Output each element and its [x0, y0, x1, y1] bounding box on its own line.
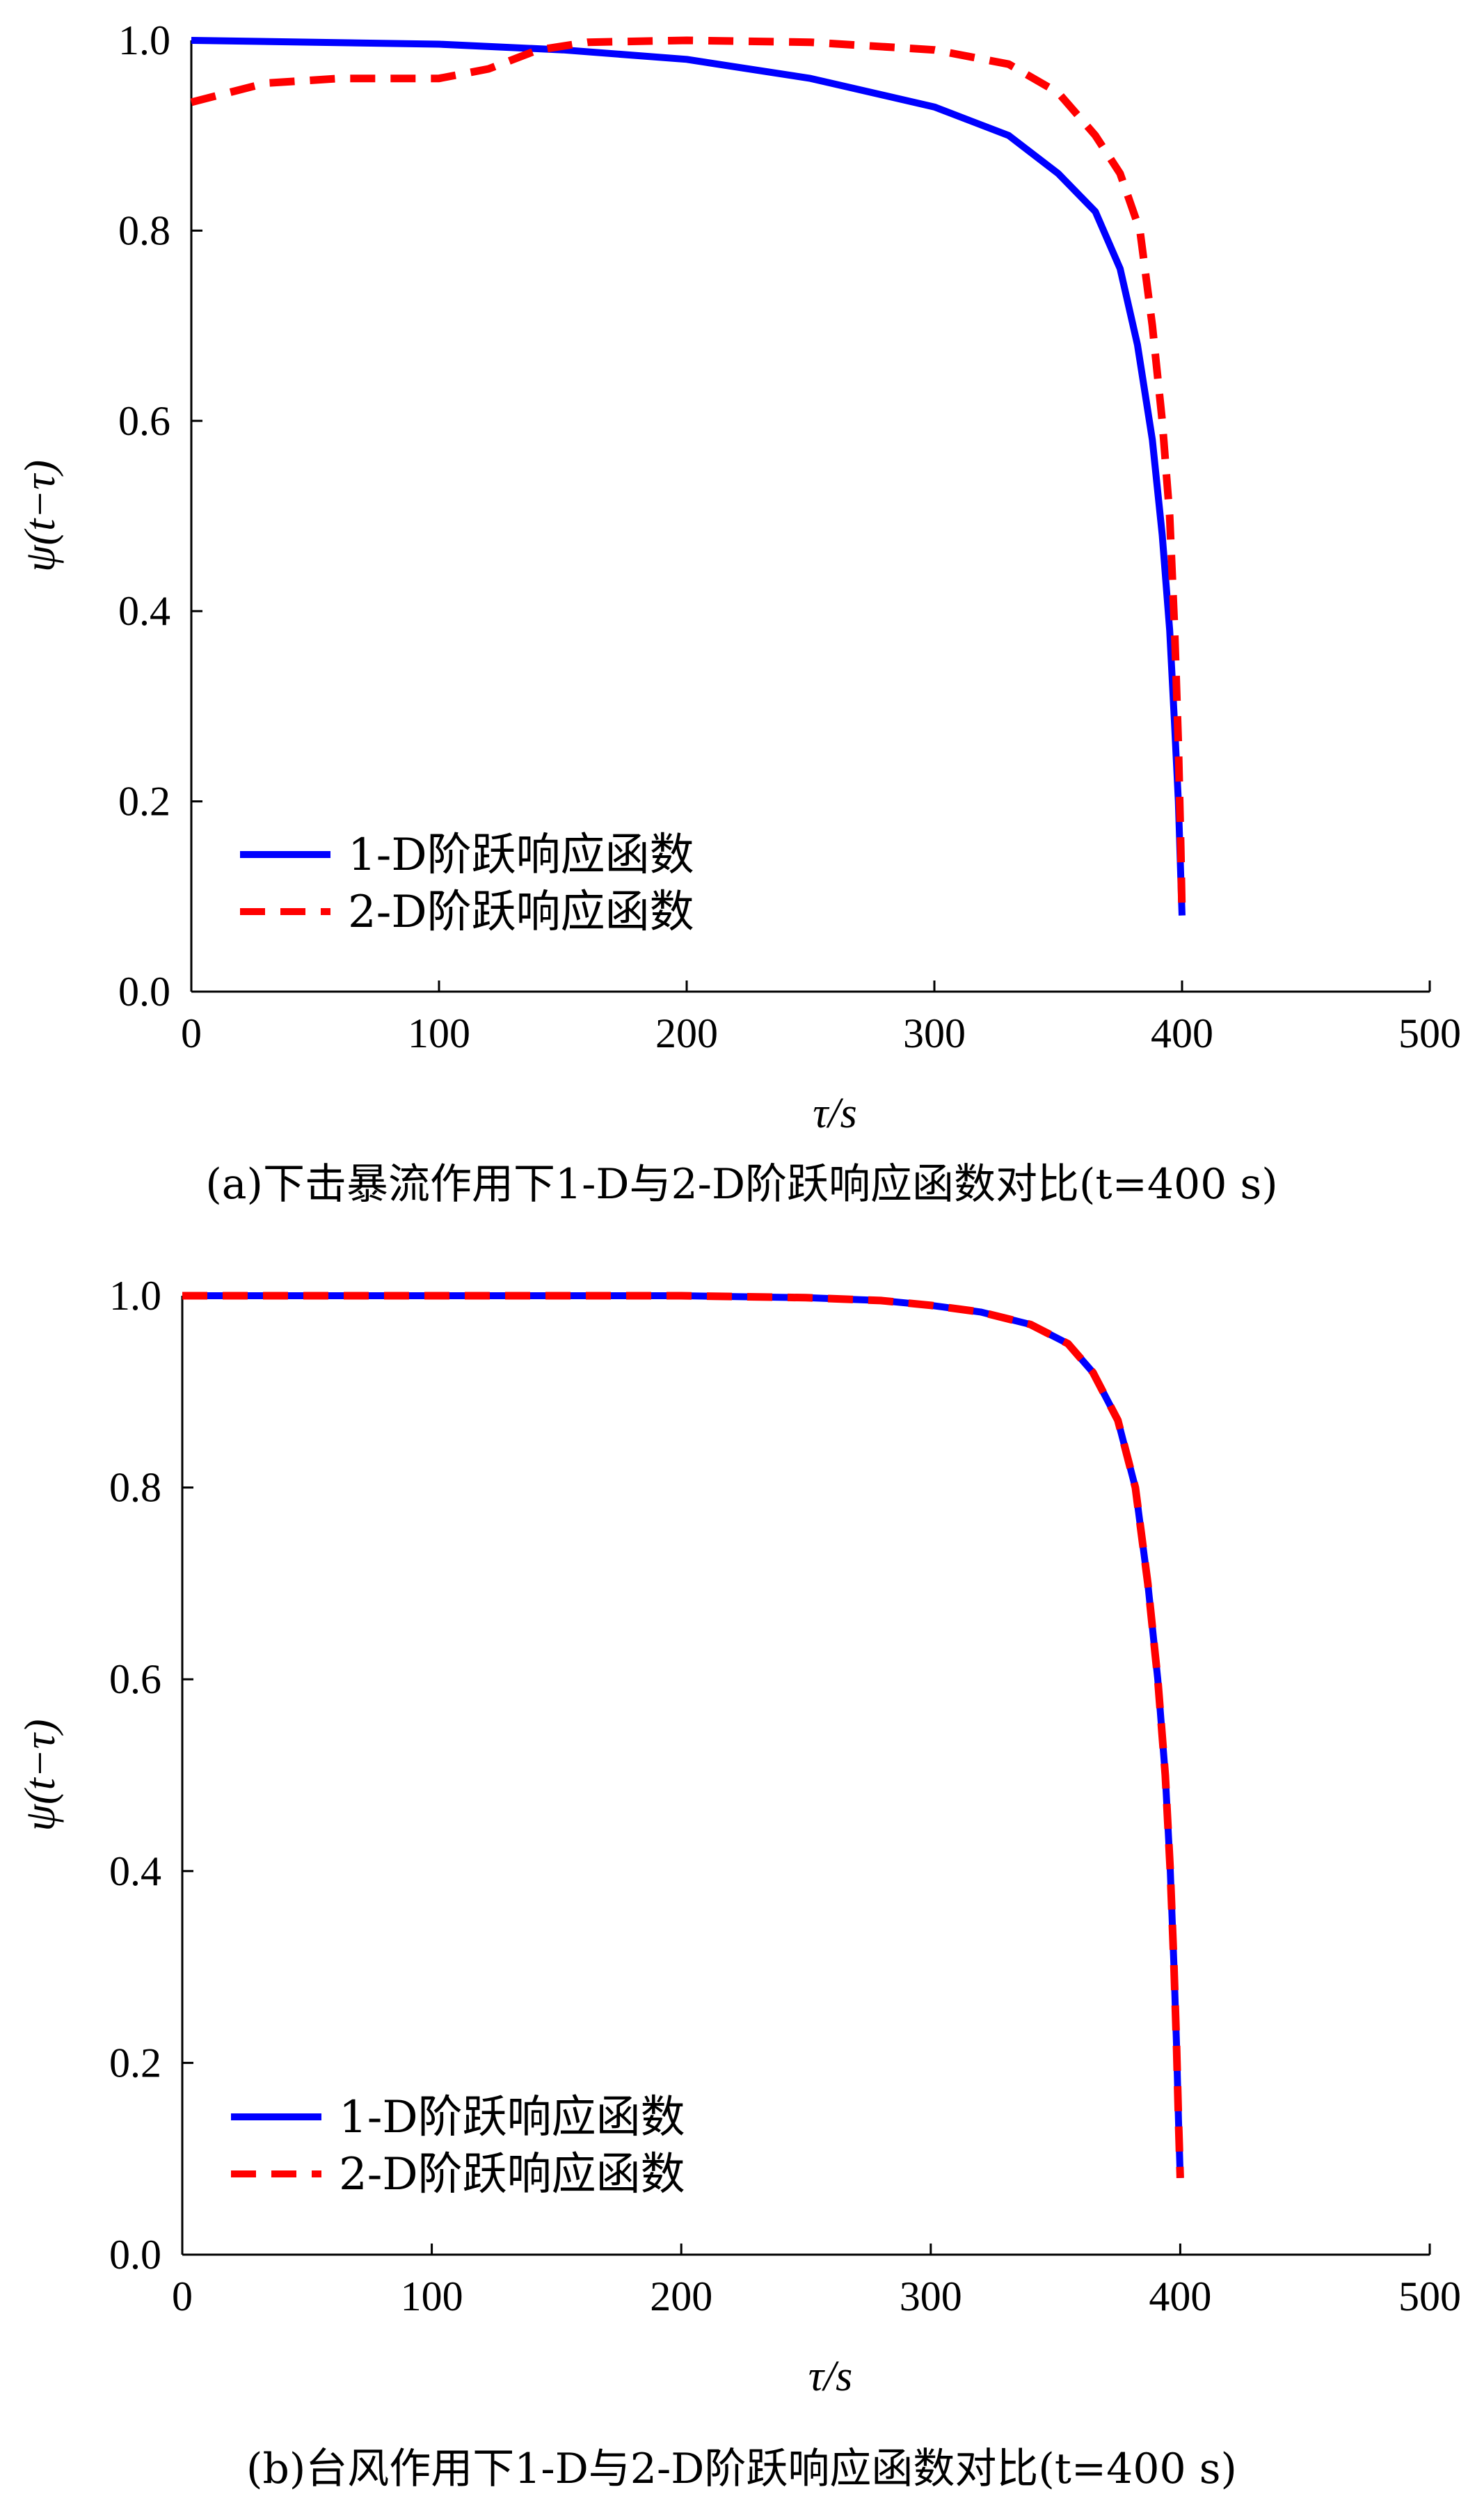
x-tick-label: 100: [401, 2273, 463, 2319]
series-line-1d: [191, 37, 1186, 916]
x-tick-label: 300: [900, 2273, 962, 2319]
x-tick-label: 400: [1151, 1010, 1213, 1056]
legend-label: 2-D阶跃响应函数: [348, 887, 694, 938]
chart-panel-a: 0 100 200 300 400 500 0.0 0.2 0.4 0.6 0.8 1.0 1-D阶跃响…: [17, 17, 1461, 1209]
x-tick-label: 200: [655, 1010, 718, 1056]
x-tick-label: 0: [181, 1010, 202, 1056]
x-tick-label: 400: [1149, 2273, 1211, 2319]
legend: 1-D阶跃响应函数 2-D阶跃响应函数: [231, 2092, 685, 2200]
legend-label: 2-D阶跃响应函数: [339, 2149, 685, 2200]
x-axis-label: τ/s: [813, 1090, 857, 1137]
x-tick-label: 0: [172, 2273, 193, 2319]
series-line-1d: [182, 1292, 1184, 2178]
y-tick-label: 0.2: [109, 2040, 161, 2086]
series-line-2d: [190, 36, 1186, 916]
x-axis-label: τ/s: [808, 2353, 853, 2400]
y-axis-label: ψ(t−τ): [17, 1719, 64, 1831]
y-tick-label: 0.6: [109, 1656, 161, 1702]
legend-label: 1-D阶跃响应函数: [339, 2092, 685, 2143]
legend: 1-D阶跃响应函数 2-D阶跃响应函数: [240, 829, 694, 938]
x-tick-label: 500: [1398, 2273, 1461, 2319]
panel-caption: (a)下击暴流作用下1-D与2-D阶跃响应函数对比(t=400 s): [205, 1160, 1277, 1209]
series-line-2d: [182, 1292, 1184, 2178]
x-tick-label: 100: [408, 1010, 470, 1056]
x-tick-label: 300: [903, 1010, 966, 1056]
panel-caption: (b)台风作用下1-D与2-D阶跃响应函数对比(t=400 s): [246, 2445, 1237, 2493]
y-tick-label: 1.0: [109, 1273, 161, 1319]
y-axis-label: ψ(t−τ): [17, 460, 64, 572]
y-tick-label: 0.8: [109, 1465, 161, 1511]
legend-label: 1-D阶跃响应函数: [348, 829, 694, 881]
y-tick-label: 0.0: [109, 2232, 161, 2278]
x-tick-label: 200: [650, 2273, 712, 2319]
chart-panel-b: 0 100 200 300 400 500 0.0 0.2 0.4 0.6 0.8 1.0 1-D阶跃响…: [17, 1273, 1461, 2493]
y-tick-label: 0.2: [118, 779, 170, 825]
y-tick-label: 0.4: [109, 1848, 161, 1894]
y-tick-label: 0.0: [118, 969, 170, 1015]
y-tick-label: 0.6: [118, 398, 170, 444]
y-tick-label: 0.4: [118, 588, 170, 634]
x-tick-label: 500: [1398, 1010, 1461, 1056]
y-tick-label: 0.8: [118, 207, 170, 253]
y-tick-label: 1.0: [118, 17, 170, 63]
